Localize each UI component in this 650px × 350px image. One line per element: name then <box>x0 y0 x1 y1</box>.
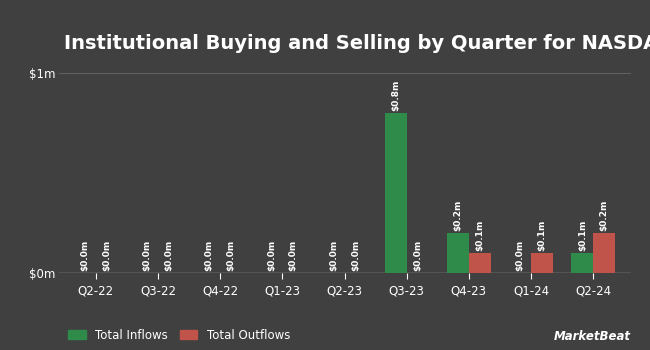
Text: $0.0m: $0.0m <box>329 240 338 271</box>
Bar <box>385 113 407 273</box>
Text: $0.2m: $0.2m <box>599 200 608 231</box>
Text: $0.8m: $0.8m <box>391 80 400 111</box>
Text: $0.0m: $0.0m <box>267 240 276 271</box>
Bar <box>447 233 469 273</box>
Text: MarketBeat: MarketBeat <box>554 330 630 343</box>
Text: $0.1m: $0.1m <box>475 220 484 251</box>
Text: $0.1m: $0.1m <box>578 220 587 251</box>
Text: $0.2m: $0.2m <box>454 200 462 231</box>
Bar <box>571 253 593 273</box>
Bar <box>469 253 491 273</box>
Bar <box>531 253 552 273</box>
Text: $0.0m: $0.0m <box>142 240 151 271</box>
Text: $0.0m: $0.0m <box>164 240 174 271</box>
Text: $0.0m: $0.0m <box>227 240 235 271</box>
Text: $0.0m: $0.0m <box>413 240 422 271</box>
Text: Institutional Buying and Selling by Quarter for NASDAQ:TLSIW: Institutional Buying and Selling by Quar… <box>64 34 650 53</box>
Text: $0.0m: $0.0m <box>205 240 214 271</box>
Text: $0.0m: $0.0m <box>351 240 360 271</box>
Legend: Total Inflows, Total Outflows: Total Inflows, Total Outflows <box>64 325 294 345</box>
Text: $0.0m: $0.0m <box>289 240 298 271</box>
Text: $0.1m: $0.1m <box>538 220 547 251</box>
Text: $0.0m: $0.0m <box>515 240 525 271</box>
Text: $0.0m: $0.0m <box>81 240 90 271</box>
Bar <box>593 233 615 273</box>
Text: $0.0m: $0.0m <box>102 240 111 271</box>
